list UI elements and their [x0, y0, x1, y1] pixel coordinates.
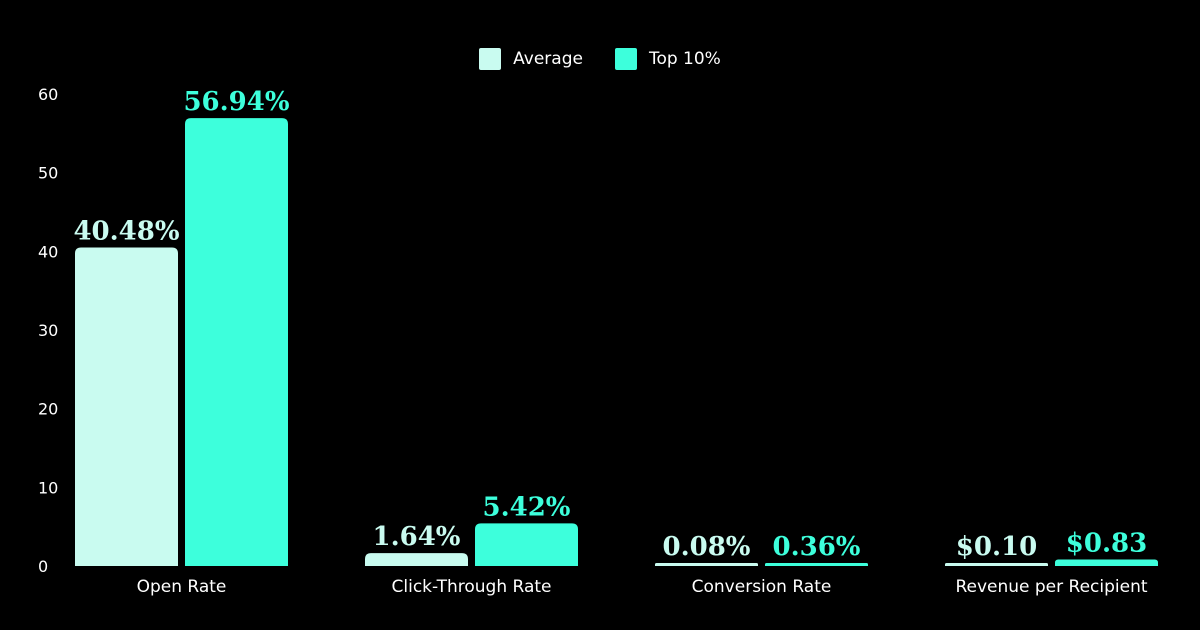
data-label: 56.94% — [183, 87, 289, 117]
data-label: 1.64% — [372, 522, 460, 552]
y-tick-label: 10 — [38, 478, 58, 497]
bar-top10 — [1055, 559, 1158, 566]
category-label: Conversion Rate — [692, 577, 832, 597]
legend-label-top10: Top 10% — [648, 49, 721, 69]
bar-top10 — [185, 118, 288, 567]
data-label: 0.08% — [662, 532, 750, 562]
bar-top10 — [475, 523, 578, 566]
y-tick-label: 20 — [38, 400, 58, 419]
data-label: 0.36% — [772, 532, 860, 562]
category-label: Revenue per Recipient — [955, 577, 1147, 597]
bar-average — [945, 563, 1048, 566]
legend-swatch-average — [479, 48, 502, 70]
bar-top10 — [765, 563, 868, 566]
category-label: Click-Through Rate — [392, 577, 552, 597]
legend-item-average: Average — [479, 48, 583, 70]
chart-legend: Average Top 10% — [0, 48, 1200, 70]
bar-average — [75, 247, 178, 567]
legend-swatch-top10 — [614, 48, 637, 70]
y-tick-label: 50 — [38, 164, 58, 183]
legend-label-average: Average — [513, 49, 583, 69]
data-label: 5.42% — [482, 492, 570, 522]
legend-item-top10: Top 10% — [614, 48, 721, 70]
data-label: $0.10 — [956, 532, 1037, 562]
y-tick-label: 0 — [38, 557, 48, 576]
y-tick-label: 30 — [38, 321, 58, 340]
data-label: $0.83 — [1066, 528, 1147, 558]
bar-average — [365, 553, 468, 566]
bar-average — [655, 563, 758, 566]
category-label: Open Rate — [137, 577, 227, 597]
y-tick-label: 60 — [38, 85, 58, 104]
y-tick-label: 40 — [38, 242, 58, 261]
data-label: 40.48% — [73, 217, 179, 247]
